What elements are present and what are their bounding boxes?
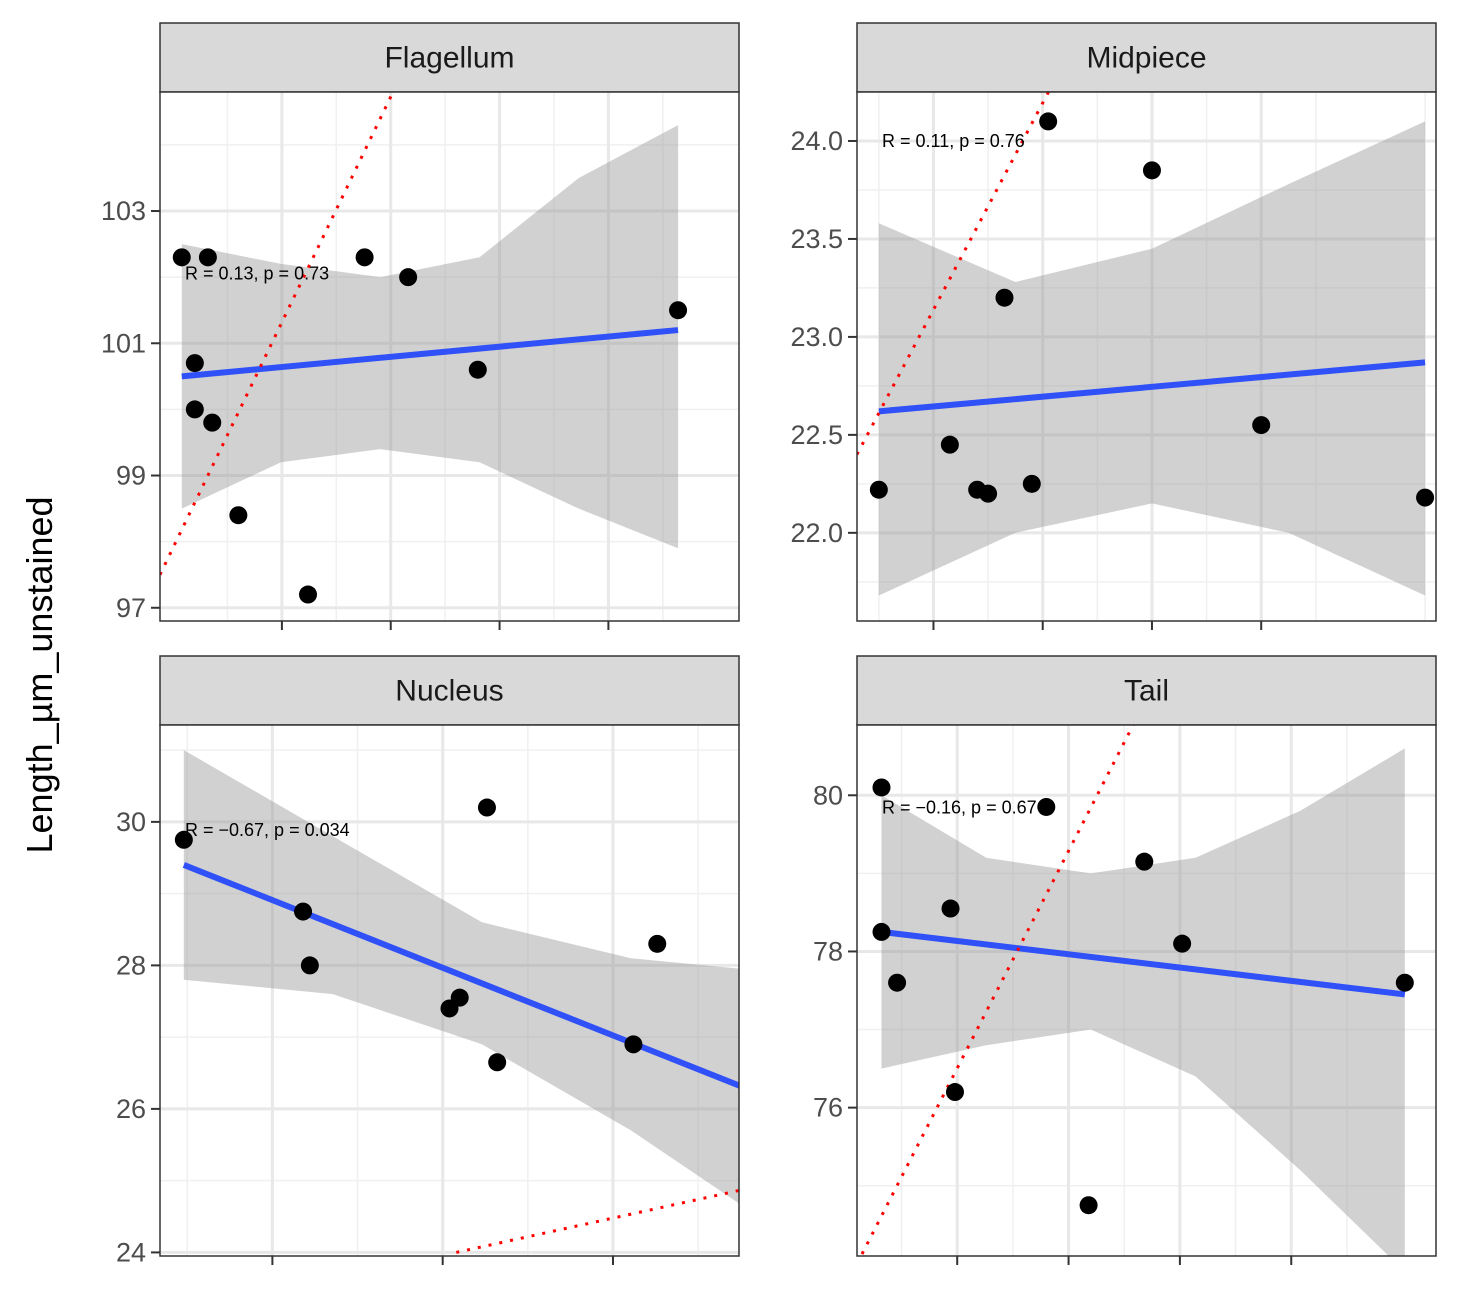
correlation-annotation: R = −0.16, p = 0.67 xyxy=(882,797,1037,817)
data-point xyxy=(1173,935,1191,953)
y-tick-label: 24.0 xyxy=(790,126,843,156)
data-point xyxy=(1037,798,1055,816)
y-tick-label: 23.0 xyxy=(790,322,843,352)
data-point xyxy=(186,400,204,418)
data-point xyxy=(946,1083,964,1101)
y-axis-label: Length_µm_unstained xyxy=(19,496,60,853)
y-tick-label: 97 xyxy=(116,593,146,623)
y-tick-label: 103 xyxy=(101,196,146,226)
y-tick-label: 99 xyxy=(116,461,146,491)
correlation-annotation: R = 0.13, p = 0.73 xyxy=(185,263,329,283)
data-point xyxy=(356,248,374,266)
facet-panel-tail: Tail R = −0.16, p = 0.67 76 78 80 xyxy=(813,656,1436,1272)
data-point xyxy=(488,1053,506,1071)
data-point xyxy=(942,900,960,918)
data-point xyxy=(870,481,888,499)
data-point xyxy=(1396,974,1414,992)
data-point xyxy=(478,799,496,817)
data-point xyxy=(294,903,312,921)
facet-strip-label: Tail xyxy=(1124,675,1169,708)
data-point xyxy=(186,354,204,372)
data-point xyxy=(872,778,890,796)
data-point xyxy=(669,301,687,319)
data-point xyxy=(1143,161,1161,179)
facet-strip-label: Flagellum xyxy=(384,42,514,75)
data-point xyxy=(872,923,890,941)
data-point xyxy=(203,414,221,432)
y-tick-label: 101 xyxy=(101,328,146,358)
y-tick-label: 76 xyxy=(813,1093,843,1123)
data-point xyxy=(888,974,906,992)
data-point xyxy=(1039,112,1057,130)
y-tick-label: 24 xyxy=(116,1237,146,1267)
facet-panel-flagellum: Flagellum R = 0.13, p = 0.73 97 99 101 103 xyxy=(101,23,739,630)
data-point xyxy=(624,1035,642,1053)
data-point xyxy=(941,436,959,454)
data-point xyxy=(399,268,417,286)
facet-strip-label: Nucleus xyxy=(395,675,503,708)
y-tick-label: 80 xyxy=(813,780,843,810)
data-point xyxy=(995,289,1013,307)
y-tick-label: 78 xyxy=(813,936,843,966)
data-point xyxy=(1135,853,1153,871)
data-point xyxy=(451,989,469,1007)
y-tick-label: 23.5 xyxy=(790,224,843,254)
data-point xyxy=(1080,1196,1098,1214)
data-point xyxy=(979,485,997,503)
data-point xyxy=(1252,416,1270,434)
y-tick-label: 22.0 xyxy=(790,518,843,548)
data-point xyxy=(301,956,319,974)
y-tick-label: 26 xyxy=(116,1094,146,1124)
facet-panel-midpiece: Midpiece R = 0.11, p = 0.76 22.0 22.5 23.0 23… xyxy=(790,23,1436,630)
y-tick-label: 22.5 xyxy=(790,420,843,450)
y-tick-label: 30 xyxy=(116,807,146,837)
data-point xyxy=(1023,475,1041,493)
facet-panel-nucleus: Nucleus R = −0.67, p = 0.034 24 26 28 30 xyxy=(116,656,800,1267)
y-tick-label: 28 xyxy=(116,950,146,980)
correlation-annotation: R = −0.67, p = 0.034 xyxy=(185,820,350,840)
data-point xyxy=(771,1147,789,1165)
correlation-annotation: R = 0.11, p = 0.76 xyxy=(882,131,1025,151)
data-point xyxy=(299,586,317,604)
data-point xyxy=(1416,489,1434,507)
facet-strip-label: Midpiece xyxy=(1086,42,1206,75)
data-point xyxy=(469,361,487,379)
data-point xyxy=(648,935,666,953)
data-point xyxy=(229,506,247,524)
